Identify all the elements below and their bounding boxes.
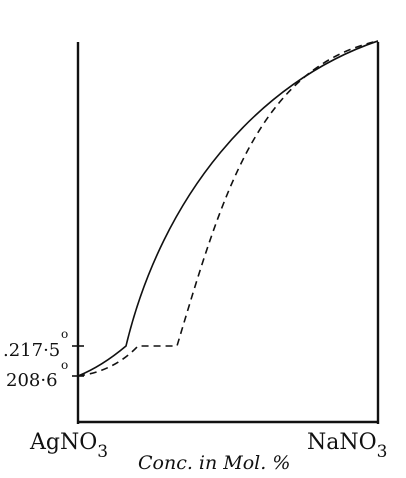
degree-sign-208-6: o (61, 358, 68, 372)
x-endpoint-right-subscript: 3 (377, 442, 388, 462)
x-axis-label: Conc. in Mol. % (138, 452, 290, 474)
tick-label-208-6: 208·6 (6, 370, 58, 391)
liquidus-curve-solid (77, 40, 379, 377)
tick-label-217-5: .217·5 (3, 340, 60, 361)
degree-sign-217-5: o (61, 327, 68, 341)
x-endpoint-left-base: AgNO (29, 430, 97, 455)
x-endpoint-right: NaNO3 (307, 430, 387, 462)
x-endpoint-right-base: NaNO (307, 430, 377, 455)
x-endpoint-left: AgNO3 (29, 430, 108, 462)
solidus-curve-dashed (77, 40, 379, 377)
x-endpoint-left-subscript: 3 (97, 442, 108, 462)
